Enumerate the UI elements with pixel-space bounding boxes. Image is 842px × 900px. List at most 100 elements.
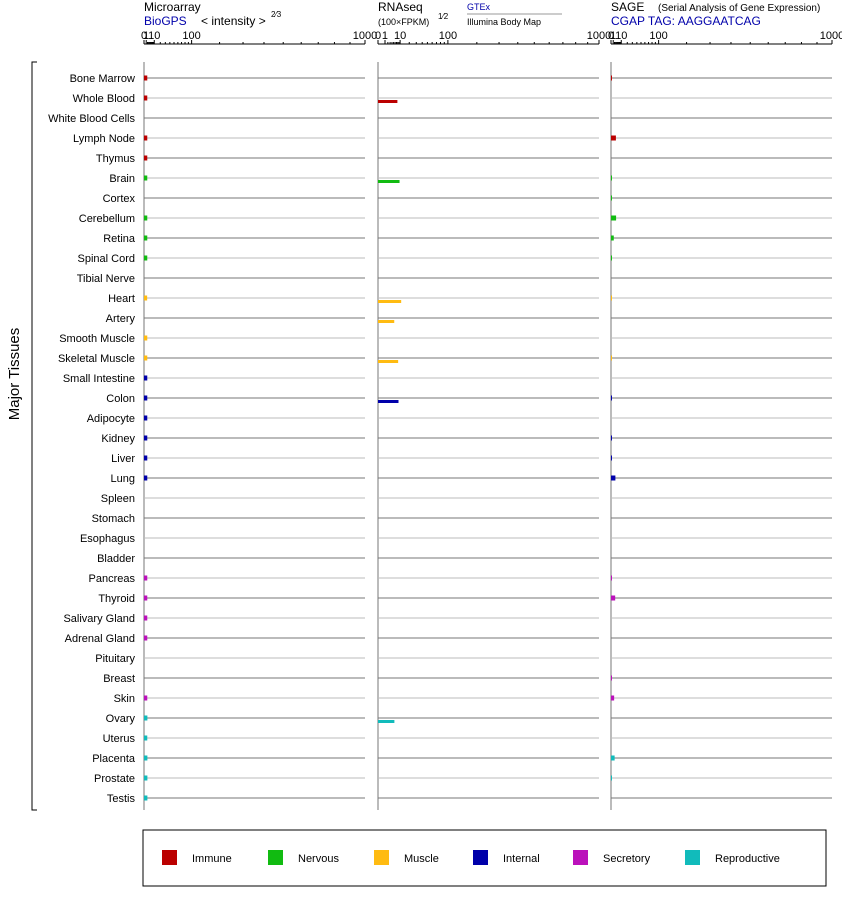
panel-unit-label: (100×FPKM) — [378, 17, 429, 27]
bar-colon — [144, 395, 148, 401]
tissue-label: Tibial Nerve — [77, 273, 135, 285]
bar-uterus — [144, 735, 148, 741]
x-tick-label: 100 — [649, 30, 667, 42]
panel-subtitle: (Serial Analysis of Gene Expression) — [658, 3, 820, 14]
bar-lung — [611, 475, 616, 481]
x-tick-label: 100 — [182, 30, 200, 42]
tissue-label: White Blood Cells — [48, 113, 135, 125]
tissue-label: Kidney — [101, 433, 135, 445]
bar-cerebellum — [144, 215, 148, 221]
panel-title: SAGE — [611, 0, 644, 14]
tissue-bracket — [31, 61, 37, 811]
tissue-label: Spleen — [101, 493, 135, 505]
tissue-label: Cortex — [103, 193, 136, 205]
tissue-label: Heart — [108, 293, 135, 305]
tissue-label: Brain — [109, 173, 135, 185]
x-tick-label: 0 — [608, 30, 614, 42]
x-tick-label: 1000 — [820, 30, 842, 42]
bar-colon — [611, 395, 612, 401]
tissue-label: Thymus — [96, 153, 136, 165]
tissue-label: Lymph Node — [73, 133, 135, 145]
tissue-label: Skeletal Muscle — [58, 353, 135, 365]
bar-skin — [611, 695, 615, 701]
tissue-label: Bone Marrow — [70, 73, 135, 85]
bar-kidney — [611, 435, 612, 441]
x-tick-label: 10 — [394, 30, 406, 42]
tissue-label: Adrenal Gland — [65, 633, 135, 645]
tissue-label: Salivary Gland — [63, 613, 135, 625]
tissue-label: Skin — [114, 693, 135, 705]
tissue-label: Breast — [103, 673, 135, 685]
tissue-label: Esophagus — [80, 533, 136, 545]
tissue-label: Adipocyte — [87, 413, 135, 425]
bar-ovary — [144, 715, 148, 721]
legend: Immune Nervous Muscle Internal Secretory Repr… — [142, 829, 827, 887]
bar-kidney — [144, 435, 148, 441]
x-tick-label: 1000 — [587, 30, 611, 42]
legend-swatch-muscle — [374, 850, 389, 865]
bar-colon — [378, 400, 399, 403]
bar-heart — [378, 300, 402, 303]
panel-unit-label: < intensity > — [201, 14, 266, 28]
bar-lymph-node — [611, 135, 616, 141]
tissue-label: Prostate — [94, 773, 135, 785]
tissue-label: Smooth Muscle — [59, 333, 135, 345]
x-tick-label: 10 — [615, 30, 627, 42]
bar-bone-marrow — [611, 75, 612, 81]
bar-cerebellum — [611, 215, 617, 221]
tissue-label: Uterus — [103, 733, 136, 745]
bar-bone-marrow — [144, 75, 148, 81]
panel-source: BioGPS — [144, 14, 187, 28]
bar-artery — [378, 320, 395, 323]
legend-label-muscle: Muscle — [404, 853, 439, 865]
tissue-label: Bladder — [97, 553, 135, 565]
bar-small-intestine — [144, 375, 148, 381]
legend-label-secretory: Secretory — [603, 853, 651, 865]
tissue-label: Liver — [111, 453, 135, 465]
tissue-label: Ovary — [106, 713, 136, 725]
tissue-label: Colon — [106, 393, 135, 405]
bar-salivary-gland — [144, 615, 148, 621]
panel-source: CGAP TAG: AAGGAATCAG — [611, 14, 761, 28]
legend-swatch-secretory — [573, 850, 588, 865]
x-tick-label: 0 — [375, 30, 381, 42]
bar-brain — [611, 175, 612, 181]
bar-thyroid — [144, 595, 148, 601]
bar-ovary — [378, 720, 395, 723]
bar-cortex — [611, 195, 612, 201]
x-tick-label: 10 — [148, 30, 160, 42]
legend-label-immune: Immune — [192, 853, 232, 865]
bar-liver — [144, 455, 148, 461]
bar-retina — [144, 235, 148, 241]
legend-swatch-reproductive — [685, 850, 700, 865]
panel-source-top: GTEx — [467, 2, 491, 12]
bar-retina — [611, 235, 614, 241]
legend-swatch-internal — [473, 850, 488, 865]
bar-pancreas — [144, 575, 148, 581]
panel-unit-exponent: 1⁄2 — [438, 12, 449, 21]
bar-spinal-cord — [144, 255, 148, 261]
x-tick-label: 1 — [610, 30, 616, 42]
bar-brain — [144, 175, 148, 181]
tissue-label: Spinal Cord — [78, 253, 135, 265]
tissue-label: Whole Blood — [73, 93, 135, 105]
panel-rnaseq: RNAseq (100×FPKM) 1⁄2 GTEx Illumina Body Map… — [375, 0, 611, 810]
panel-sage: SAGE (Serial Analysis of Gene Expression)… — [608, 0, 842, 810]
bar-thymus — [144, 155, 148, 161]
legend-label-internal: Internal — [503, 853, 540, 865]
x-tick-label: 1 — [143, 30, 149, 42]
bar-brain — [378, 180, 400, 183]
bar-testis — [144, 795, 148, 801]
tissue-label: Pituitary — [95, 653, 135, 665]
panel-source-bottom: Illumina Body Map — [467, 17, 541, 27]
bar-adipocyte — [144, 415, 148, 421]
tissue-label: Artery — [106, 313, 136, 325]
x-tick-label: 1 — [382, 30, 388, 42]
bar-prostate — [144, 775, 148, 781]
bar-skeletal-muscle — [144, 355, 148, 361]
tissue-label: Cerebellum — [79, 213, 135, 225]
bar-breast — [611, 675, 612, 681]
tissue-label: Small Intestine — [63, 373, 135, 385]
x-tick-label: 0 — [141, 30, 147, 42]
